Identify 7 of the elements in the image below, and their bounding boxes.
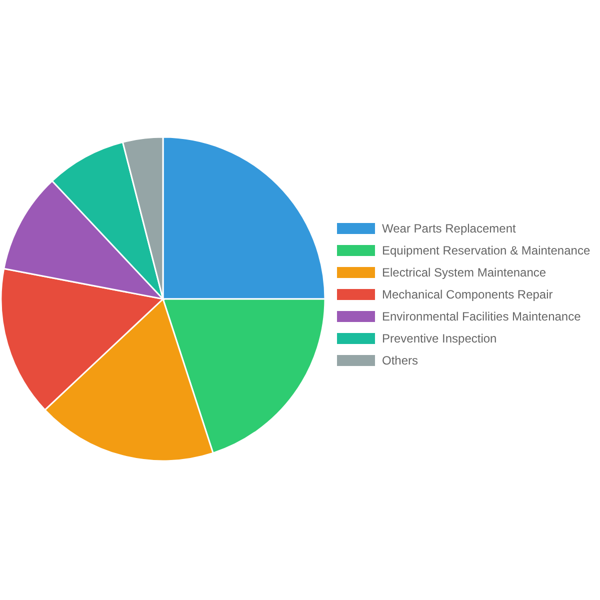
legend-label: Mechanical Components Repair (382, 288, 553, 302)
legend-label: Others (382, 354, 418, 368)
legend-label: Wear Parts Replacement (382, 222, 516, 236)
legend-label: Environmental Facilities Maintenance (382, 310, 582, 324)
legend-label: Preventive Inspection (382, 332, 497, 346)
legend-label: Equipment Reservation & Maintenance (382, 244, 590, 258)
legend-label: Electrical System Maintenance (382, 266, 546, 280)
